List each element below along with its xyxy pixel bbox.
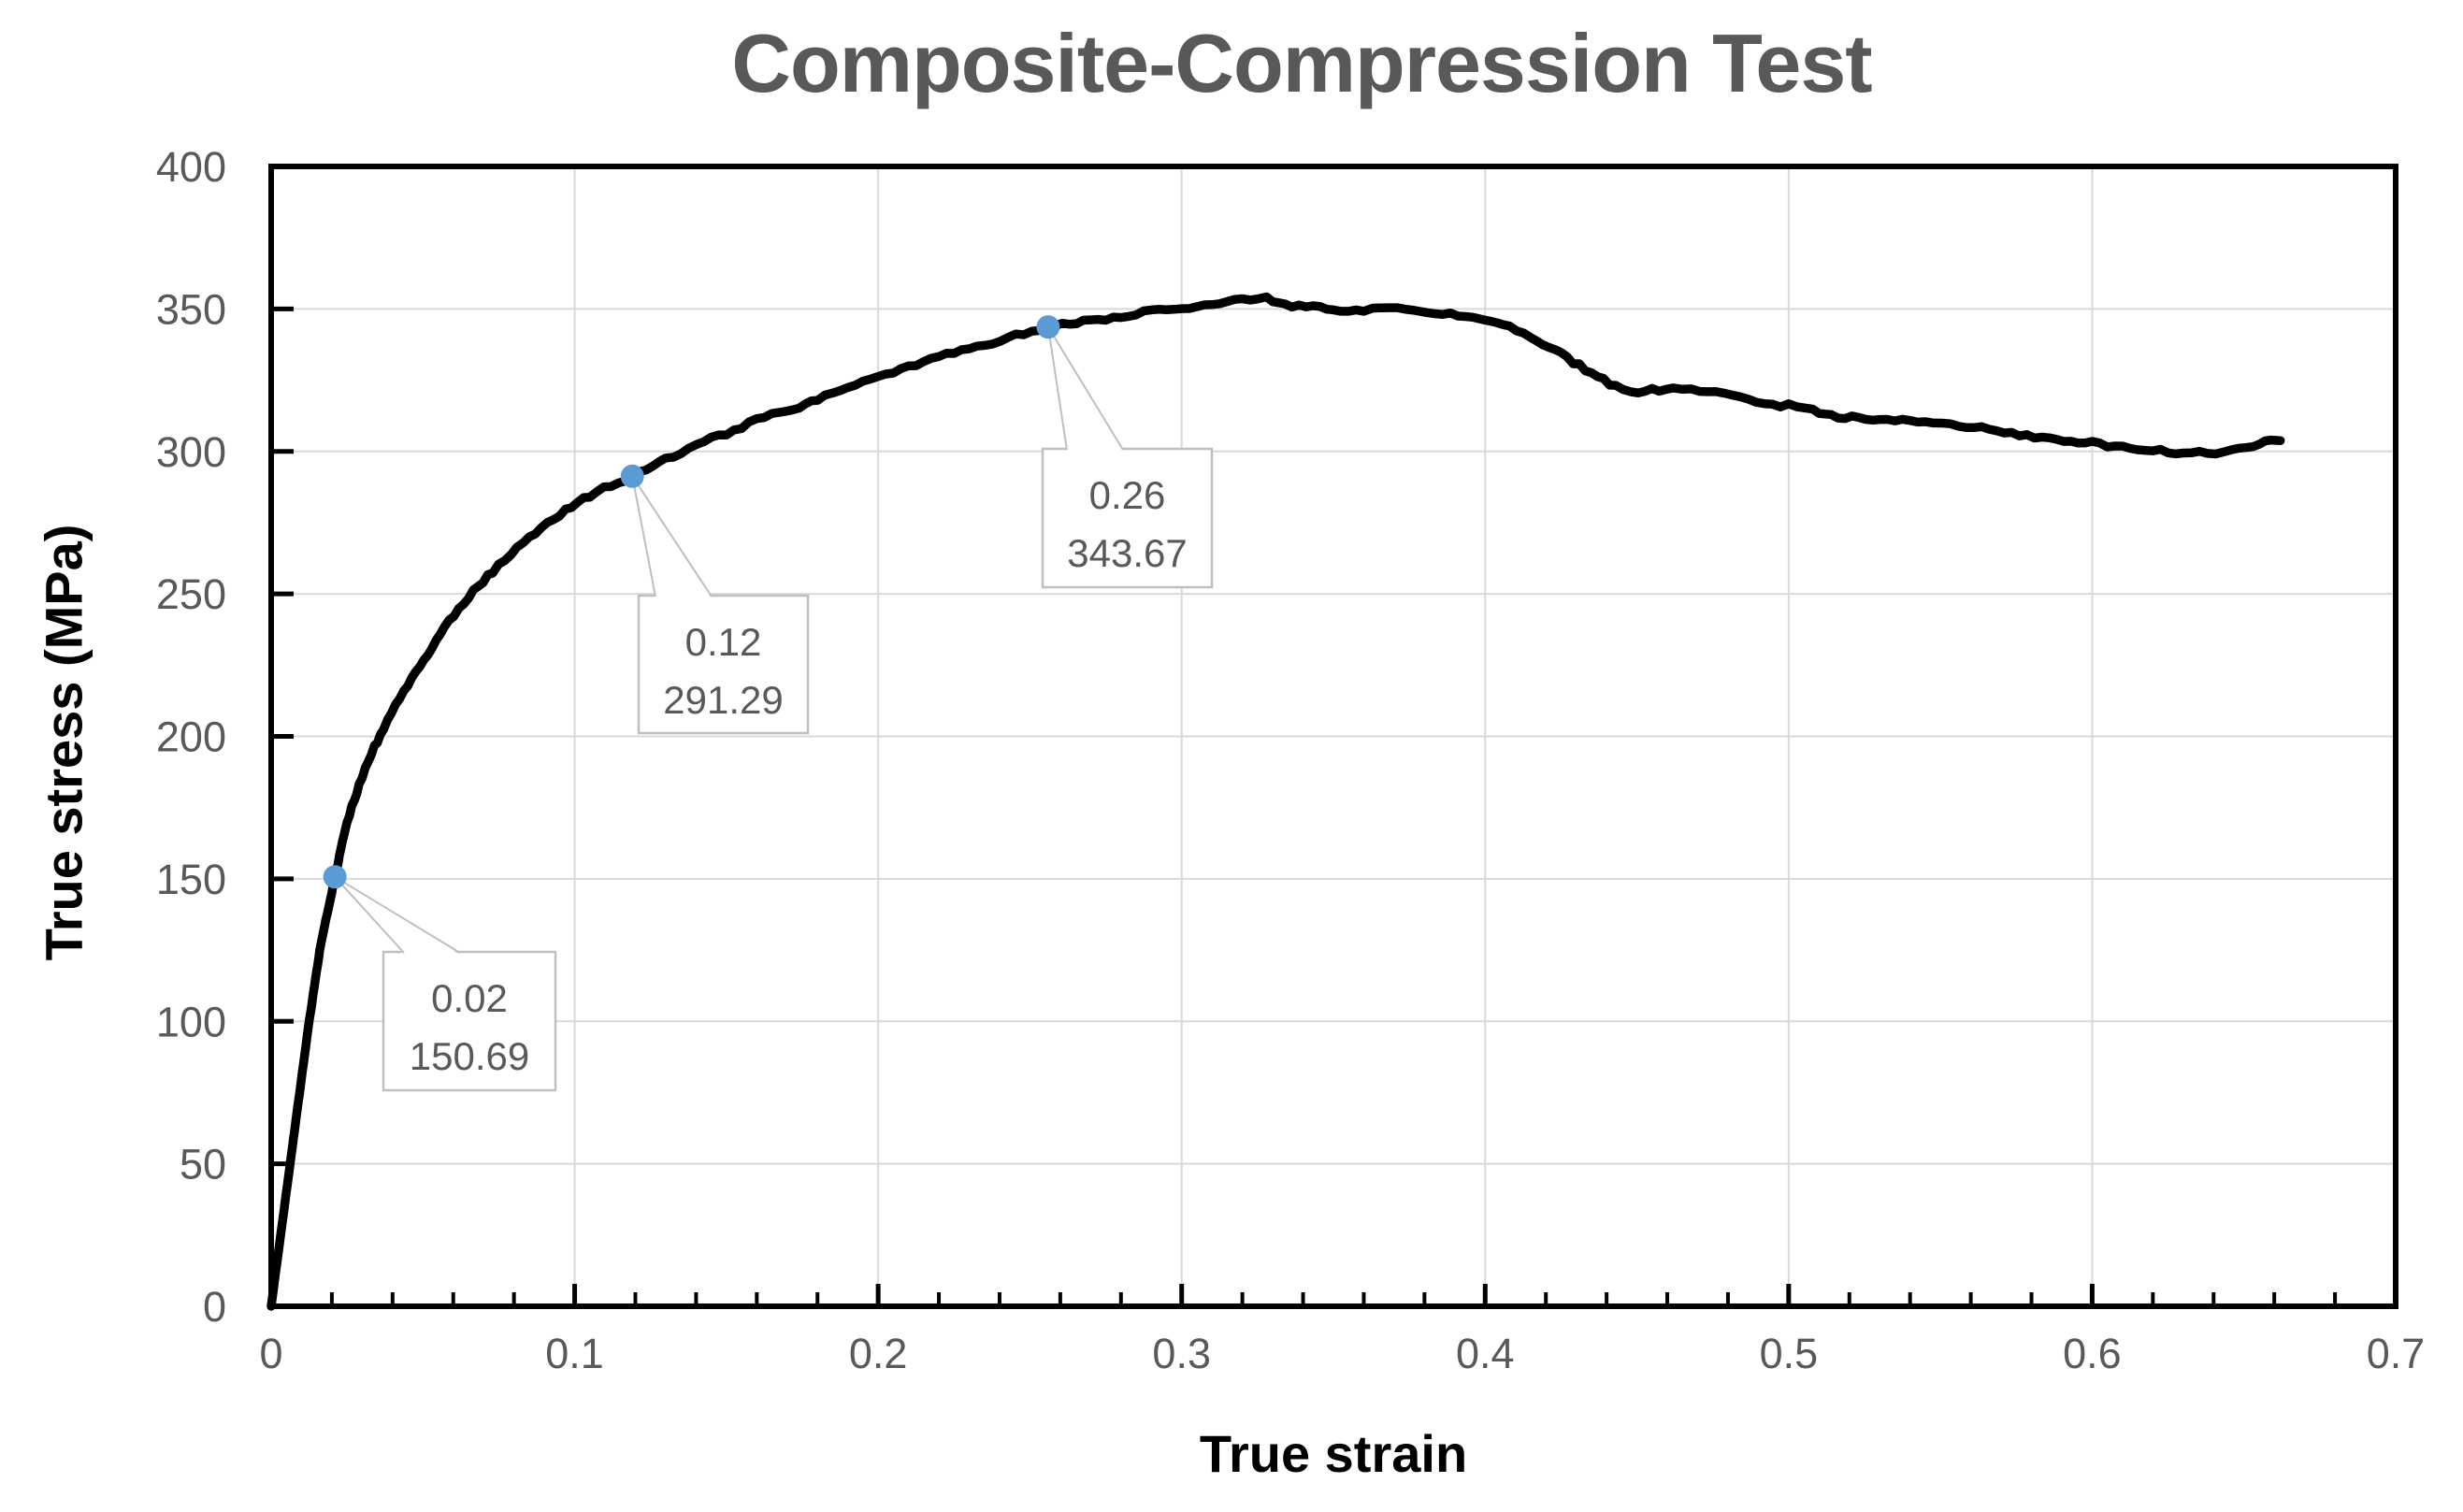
data-label-callout[interactable]: 0.26 343.67 bbox=[1041, 326, 1214, 589]
callout-leader-line bbox=[631, 475, 713, 598]
callout-x-value: 0.12 bbox=[685, 620, 762, 664]
callout-box[interactable] bbox=[1041, 447, 1214, 589]
gridlines bbox=[271, 166, 2396, 1306]
callout-leader-line bbox=[1046, 326, 1068, 451]
stress-strain-curve bbox=[266, 292, 2285, 1311]
data-point-marker[interactable] bbox=[323, 865, 347, 889]
callout-box[interactable] bbox=[637, 594, 810, 735]
y-tick-label: 400 bbox=[156, 143, 226, 191]
data-point-marker[interactable] bbox=[1036, 315, 1060, 339]
callout-x-value: 0.26 bbox=[1089, 473, 1166, 517]
callout-y-value: 291.29 bbox=[663, 678, 783, 722]
x-tick-label: 0.1 bbox=[545, 1330, 604, 1377]
x-tick-labels: 0 0.1 0.2 0.3 0.4 0.5 0.6 0.7 bbox=[259, 1330, 2425, 1377]
data-label-callout[interactable]: 0.12 291.29 bbox=[631, 475, 810, 735]
x-tick-label: 0 bbox=[259, 1330, 282, 1377]
callout-leader-line bbox=[334, 875, 461, 954]
callout-leader-line bbox=[334, 876, 405, 954]
callout-box[interactable] bbox=[382, 950, 557, 1092]
x-axis-title: True strain bbox=[1199, 1424, 1468, 1483]
y-tick-label: 350 bbox=[156, 285, 226, 333]
callout-funnel bbox=[632, 476, 712, 598]
plot-border bbox=[268, 164, 2398, 1309]
x-tick-label: 0.4 bbox=[1456, 1330, 1515, 1377]
callout-y-value: 150.69 bbox=[410, 1034, 529, 1078]
y-tick-label: 100 bbox=[156, 998, 226, 1045]
y-tick-labels: 0 50 100 150 200 250 300 350 400 bbox=[156, 143, 226, 1331]
x-tick-label: 0.7 bbox=[2367, 1330, 2426, 1377]
callout-leader-line bbox=[631, 476, 656, 598]
callout-leader-line bbox=[1047, 326, 1124, 451]
tick-marks bbox=[271, 306, 2338, 1306]
y-tick-label: 300 bbox=[156, 428, 226, 476]
y-tick-label: 50 bbox=[180, 1141, 226, 1188]
x-tick-label: 0.5 bbox=[1760, 1330, 1819, 1377]
callout-x-value: 0.02 bbox=[431, 976, 508, 1020]
callout-y-value: 343.67 bbox=[1067, 531, 1187, 575]
y-tick-label: 200 bbox=[156, 713, 226, 761]
y-tick-label: 150 bbox=[156, 856, 226, 903]
y-tick-label: 0 bbox=[203, 1283, 226, 1331]
x-tick-label: 0.2 bbox=[849, 1330, 908, 1377]
data-label-callout[interactable]: 0.02 150.69 bbox=[334, 875, 557, 1092]
x-tick-label: 0.3 bbox=[1152, 1330, 1211, 1377]
x-tick-label: 0.6 bbox=[2063, 1330, 2122, 1377]
y-tick-label: 250 bbox=[156, 570, 226, 618]
data-point-marker[interactable] bbox=[620, 464, 644, 488]
chart-title: Composite-Compression Test bbox=[731, 17, 1872, 109]
